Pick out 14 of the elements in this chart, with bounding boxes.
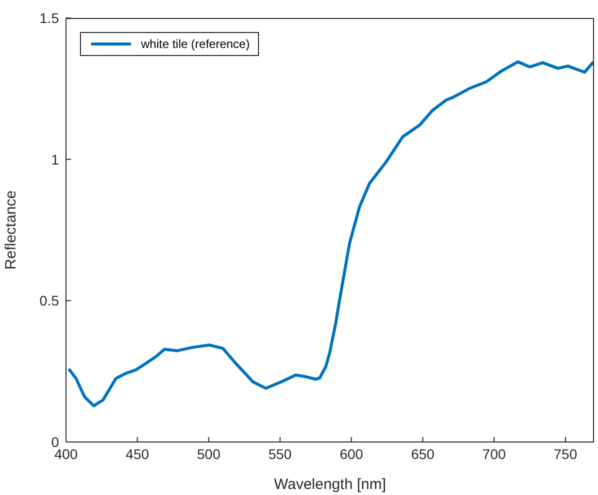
x-tick-label: 450 (126, 446, 150, 462)
y-tick-label: 1.5 (40, 10, 60, 26)
x-tick-label: 750 (554, 446, 578, 462)
legend-label: white tile (reference) (141, 36, 250, 52)
x-tick-label: 550 (268, 446, 292, 462)
x-axis-title: Wavelength [nm] (274, 476, 386, 493)
x-tick-label: 650 (411, 446, 435, 462)
y-tick-label: 0.5 (40, 292, 60, 309)
line-series (68, 60, 594, 408)
y-axis-title: Reflectance (2, 190, 20, 270)
x-tick-label: 700 (482, 446, 506, 462)
x-tick-label: 600 (340, 446, 364, 462)
x-tick-label: 500 (197, 446, 221, 462)
y-tick-label: 1 (51, 151, 60, 168)
